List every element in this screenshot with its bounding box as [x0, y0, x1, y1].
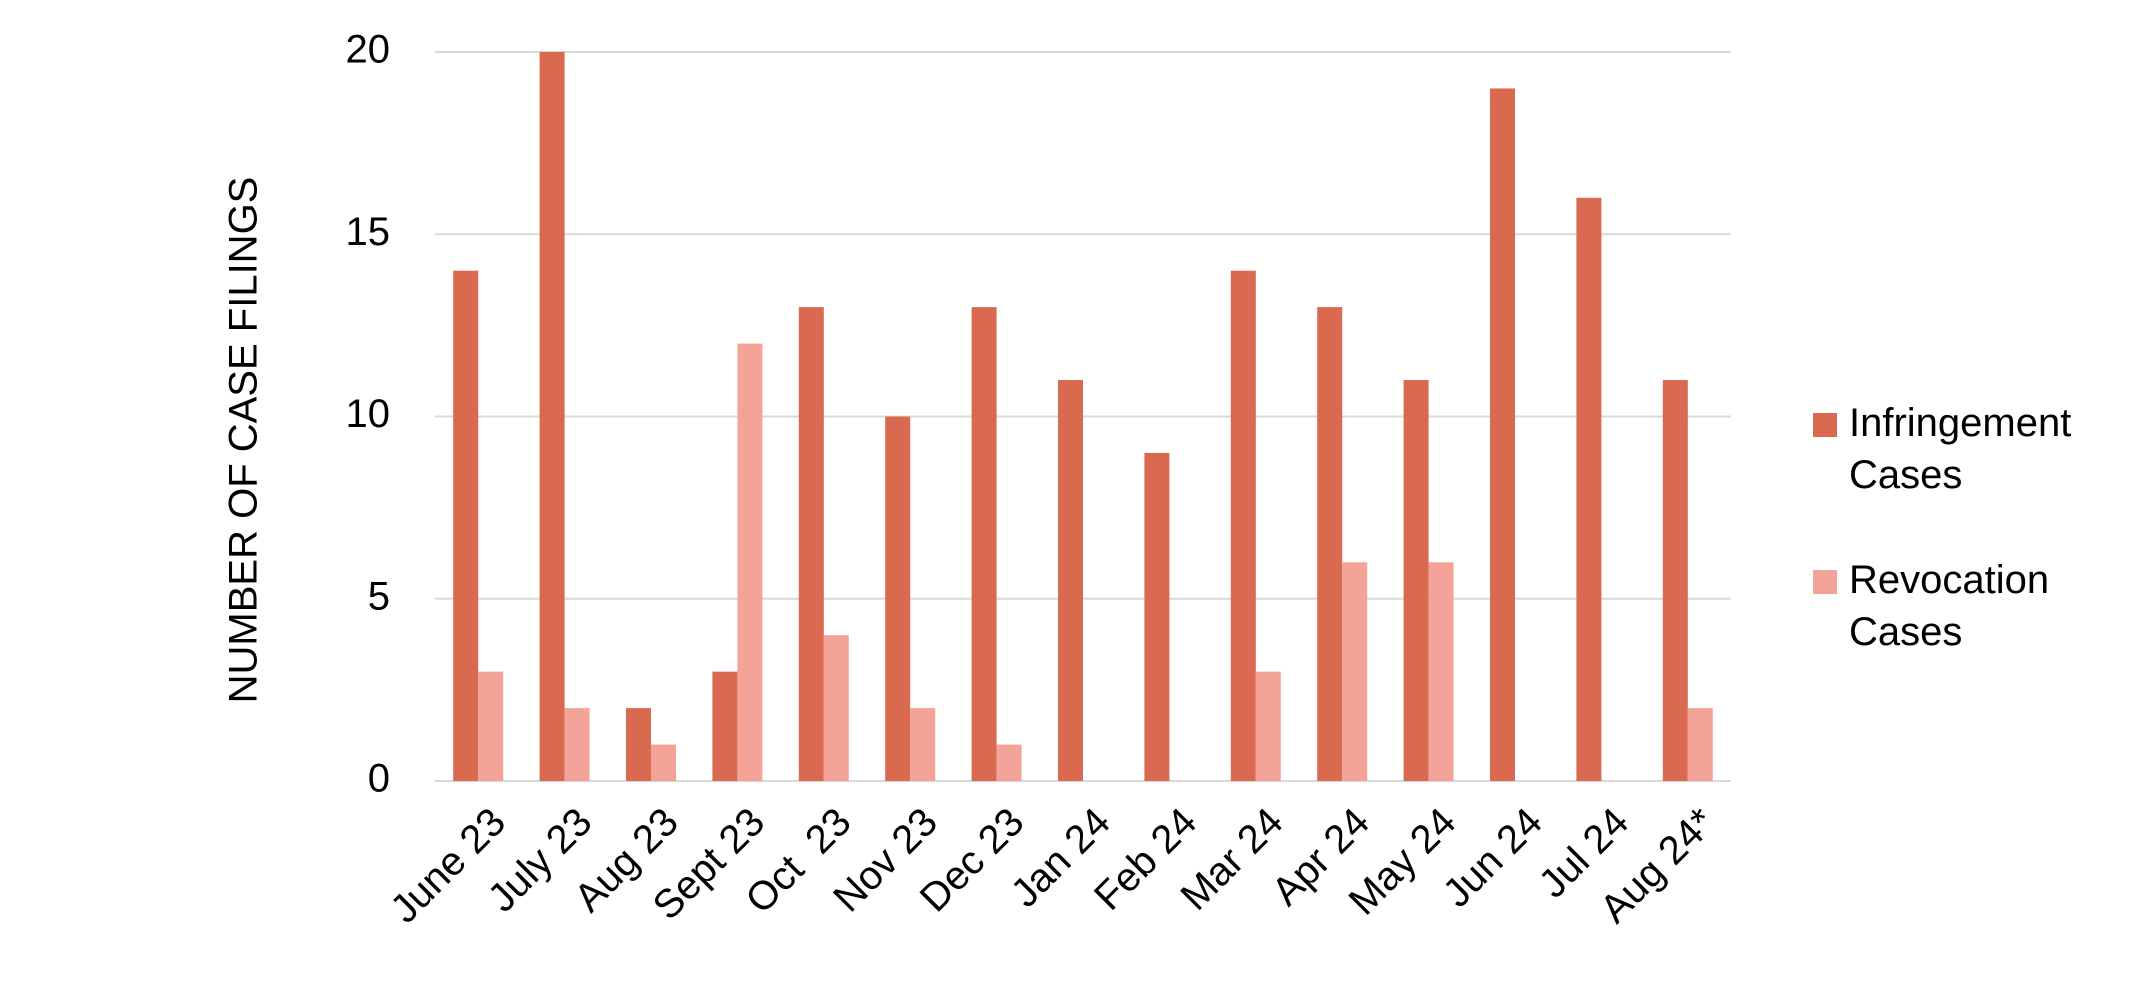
bar: [885, 416, 911, 781]
y-tick-label: 10: [346, 392, 391, 436]
bar: [823, 635, 849, 781]
bar: [1255, 671, 1281, 781]
bar: [1058, 380, 1083, 781]
bar: [1490, 88, 1515, 781]
bar: [910, 708, 936, 781]
legend-label: Infringement Cases: [1849, 401, 2072, 497]
y-tick-label: 15: [346, 210, 391, 254]
legend-label: Revocation Cases: [1849, 558, 2050, 654]
y-tick-label: 0: [368, 757, 390, 801]
x-tick-label: Jun 24: [1435, 800, 1551, 916]
bar: [1428, 562, 1454, 781]
y-tick-label: 20: [346, 28, 391, 72]
bar: [478, 671, 504, 781]
x-tick-label: June 23: [382, 800, 514, 932]
bar: [453, 270, 479, 781]
bar: [1662, 380, 1688, 781]
bar: [1230, 270, 1256, 781]
y-axis-label: NUMBER OF CASE FILINGS: [222, 177, 266, 704]
legend-swatch: [1813, 570, 1837, 594]
bar: [712, 671, 738, 781]
bar: [1576, 197, 1602, 782]
bar: [971, 307, 997, 781]
legend-item: Revocation Cases: [1813, 554, 2145, 658]
bar: [798, 307, 824, 781]
bar: [626, 708, 651, 781]
bar: [651, 744, 676, 781]
bar: [564, 708, 590, 781]
bar: [1144, 452, 1170, 781]
bar: [737, 343, 763, 781]
y-tick-label: 5: [368, 574, 390, 618]
bar: [1342, 562, 1368, 781]
legend-swatch: [1813, 413, 1837, 437]
legend-item: Infringement Cases: [1813, 397, 2145, 501]
bar: [1403, 380, 1429, 781]
bar: [1317, 307, 1343, 781]
bar: [996, 744, 1022, 781]
bar: [539, 52, 565, 781]
bar: [1687, 708, 1713, 781]
